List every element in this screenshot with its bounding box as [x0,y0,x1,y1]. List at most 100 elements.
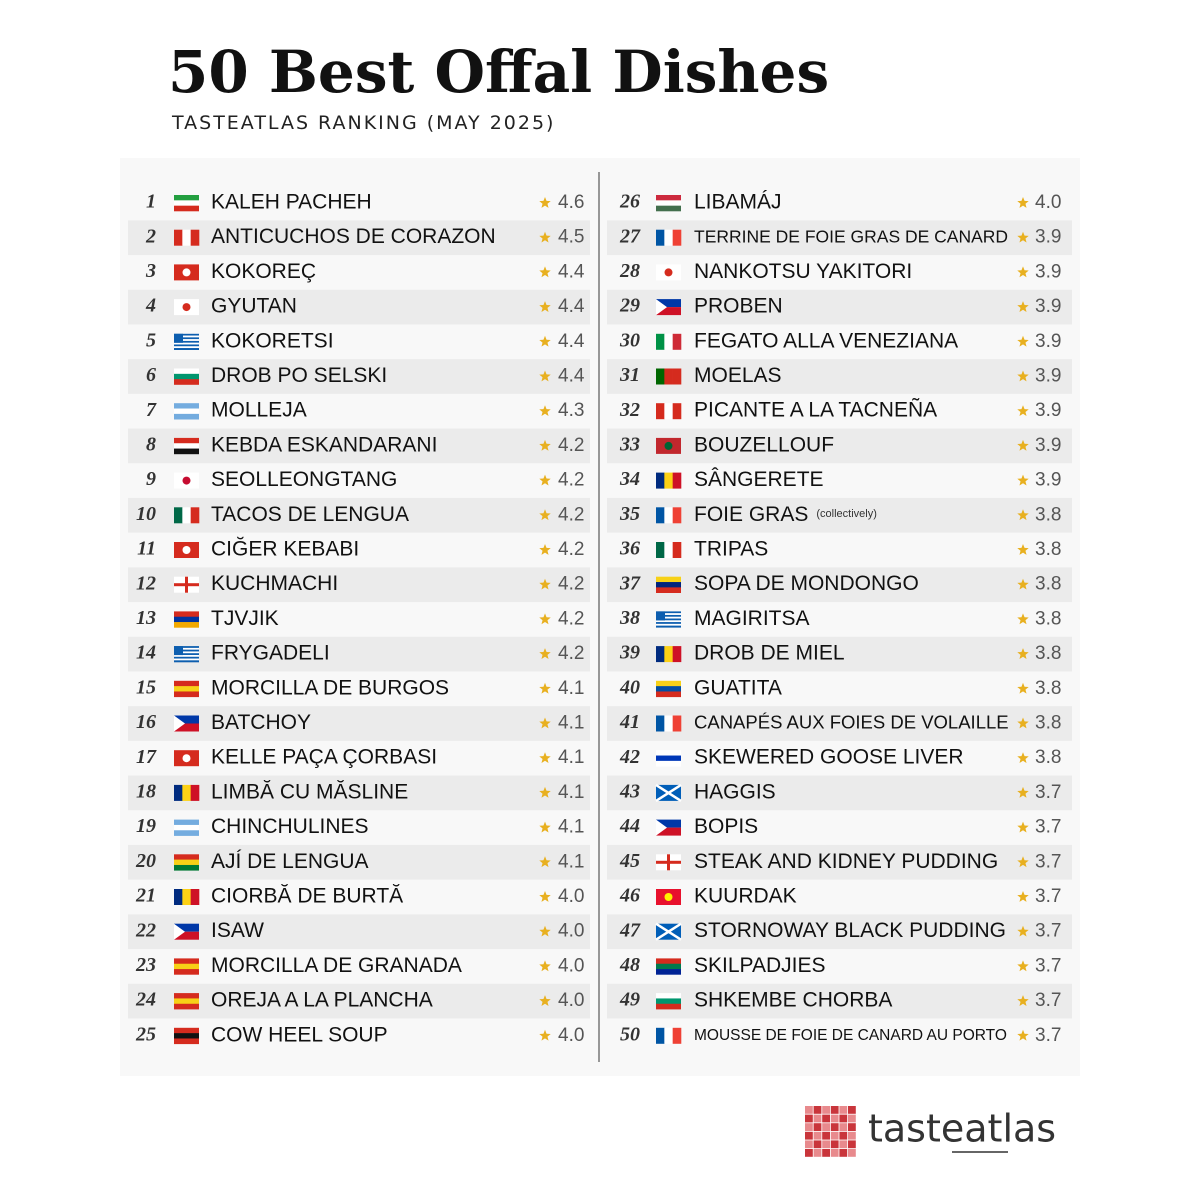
rating: 3.9 [1035,400,1061,421]
table-row: 46 KUURDAK 3.7 [619,885,1061,908]
table-row: 12 KUCHMACHI 4.2 [128,567,590,603]
flag-stripe [174,680,199,687]
flag-stripe [672,368,682,385]
row-stripe [128,636,590,672]
dish-name: MOLLEJA [211,399,307,422]
dish-name: CIĞER KEBABI [211,538,359,561]
row-stripe [128,428,590,464]
flag-dot [664,268,673,277]
dish-name: KOKOREÇ [211,260,316,283]
subtitle: TASTEATLAS RANKING (MAY 2025) [171,112,555,134]
flag-stripe [672,472,682,489]
flag-stripe [656,623,681,626]
dish-name: TERRINE DE FOIE GRAS DE CANARD [694,226,1008,246]
flag [174,784,200,801]
dish-name: GUATITA [694,676,782,699]
rank: 6 [146,364,156,386]
rating: 3.8 [1035,713,1061,734]
flag-stripe [190,507,200,524]
table-row: 21 CIORBĂ DE BURTĂ 4.0 [135,885,584,908]
table-row: 9 SEOLLEONGTANG 4.2 [146,468,584,491]
logo-square [813,1149,822,1157]
flag-stripe [174,229,183,246]
dish-name: STORNOWAY BLACK PUDDING [694,919,1006,942]
flag [656,819,681,836]
row-stripe [607,359,1072,394]
flag-stripe [664,715,673,732]
flag-stripe [664,507,673,524]
rating: 4.0 [558,955,584,976]
logo-icon [805,1106,856,1157]
flag-stripe [656,229,665,246]
rank: 39 [619,642,640,664]
table-row: 3 KOKOREÇ 4.4 [145,260,585,283]
flag-stripe [664,472,673,489]
rank: 20 [135,850,156,872]
flag-stripe [656,622,681,625]
rating: 3.8 [1035,539,1061,560]
rank: 31 [619,364,640,386]
star-icon [539,1029,551,1041]
flag-dot [664,441,673,450]
flag-stripe [664,229,673,246]
flag [174,715,199,732]
dish-name: SOPA DE MONDONGO [694,572,919,595]
row-stripe [607,983,1072,1019]
flag-stripe [664,1027,673,1044]
flag-stripe [174,784,183,801]
table-row: 47 STORNOWAY BLACK PUDDING 3.7 [607,914,1072,950]
flag [174,1027,199,1045]
logo-square [830,1114,839,1123]
flag [656,646,682,663]
rating: 3.8 [1035,643,1061,664]
table-row: 37 SOPA DE MONDONGO 3.8 [607,567,1072,603]
flag [656,472,682,489]
star-icon [539,370,551,382]
flag-stripe [656,200,681,206]
flag [656,576,681,593]
table-row: 48 SKILPADJIES 3.7 [619,954,1061,977]
dish-name: BOPIS [694,815,758,838]
flag-stripe [174,998,199,1005]
star-icon [539,786,551,798]
rank: 7 [146,399,157,421]
rank: 14 [136,642,156,664]
logo-square [830,1123,839,1131]
row-stripe [128,775,590,811]
flag-stripe [174,507,183,524]
dish-name: SÂNGERETE [694,468,824,491]
rank: 25 [135,1023,156,1045]
logo-square [848,1131,856,1140]
flag-stripe [174,368,199,375]
row-stripe [607,220,1072,256]
dish-name: SKEWERED GOOSE LIVER [694,746,964,769]
flag-stripe [656,686,681,692]
flag [174,437,199,455]
rating: 4.2 [558,643,584,664]
logo-square [805,1140,813,1149]
flag [174,507,200,524]
dish-name: KALEH PACHEH [211,191,372,214]
rank: 33 [619,433,640,455]
flag [656,507,682,524]
flag-stripe [174,969,199,975]
logo-square [805,1106,813,1114]
rank: 27 [619,225,641,247]
flag-stripe [664,542,673,558]
rating: 4.0 [558,886,584,907]
rank: 43 [619,780,640,802]
logo-square [848,1106,856,1114]
flag-stripe [656,299,681,308]
star-icon [1017,717,1029,729]
dish-name: SEOLLEONGTANG [211,468,397,491]
logo-square [805,1149,813,1157]
dish-name: COW HEEL SOUP [211,1023,388,1046]
row-stripe [607,567,1072,603]
star-icon [1017,301,1029,312]
logo-square [822,1149,830,1157]
flag-stripe [174,1033,199,1039]
flag [174,889,200,905]
flag [656,889,681,905]
dish-name: LIBAMÁJ [694,191,782,214]
logo-square [813,1106,822,1114]
